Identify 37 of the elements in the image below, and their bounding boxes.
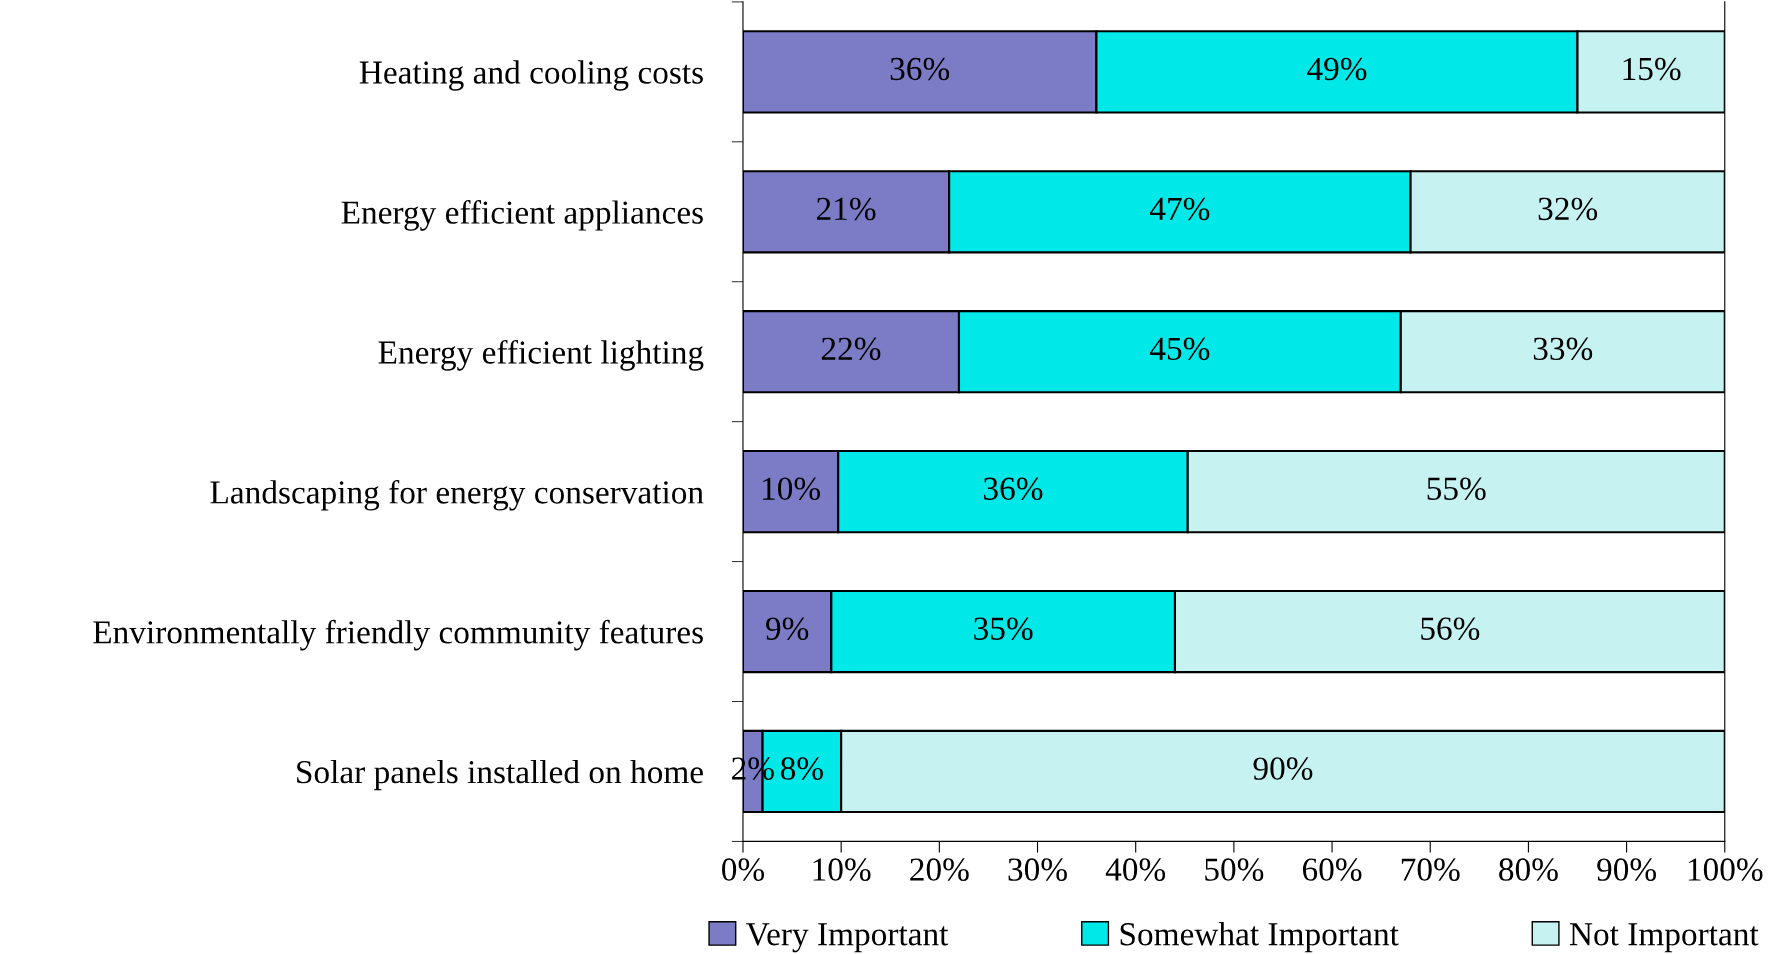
x-tick-label: 20% bbox=[910, 858, 969, 881]
data-label: 15% bbox=[1623, 57, 1681, 81]
data-label: 10% bbox=[762, 477, 821, 501]
y-tick-label: Energy efficient appliances bbox=[341, 200, 703, 231]
data-label: 33% bbox=[1533, 337, 1593, 361]
legend-label: Very Important bbox=[746, 923, 949, 953]
data-label: 8% bbox=[780, 757, 823, 780]
x-tick-label: 60% bbox=[1302, 858, 1362, 881]
y-tick-label: Solar panels installed on home bbox=[297, 759, 703, 791]
x-tick-label: 0% bbox=[722, 858, 765, 881]
x-tick-label: 70% bbox=[1401, 858, 1460, 881]
y-tick-label: Landscaping for energy conservation bbox=[210, 479, 704, 511]
legend-label: Somewhat Important bbox=[1120, 922, 1399, 953]
x-tick-label: 50% bbox=[1205, 858, 1264, 881]
data-label: 9% bbox=[766, 617, 809, 640]
x-tick-label: 30% bbox=[1008, 858, 1067, 881]
x-tick-label: 10% bbox=[813, 858, 871, 881]
x-tick-label: 80% bbox=[1499, 858, 1558, 881]
data-label: 35% bbox=[974, 617, 1033, 640]
data-label: 49% bbox=[1307, 57, 1367, 81]
y-tick-label: Energy efficient lighting bbox=[378, 339, 704, 371]
data-label: 55% bbox=[1427, 477, 1486, 501]
data-label: 36% bbox=[984, 477, 1043, 501]
data-label: 45% bbox=[1149, 337, 1210, 361]
y-tick-label: Heating and cooling costs bbox=[359, 60, 703, 91]
data-label: 32% bbox=[1538, 197, 1598, 221]
data-label: 21% bbox=[816, 197, 876, 221]
x-tick-label: 40% bbox=[1105, 858, 1166, 881]
legend-label: Not Important bbox=[1569, 923, 1759, 953]
x-tick-label: 90% bbox=[1597, 858, 1657, 881]
data-label: 22% bbox=[821, 337, 881, 361]
y-tick-label: Environmentally friendly community features bbox=[93, 619, 703, 651]
data-label: 90% bbox=[1253, 757, 1313, 780]
data-label: 56% bbox=[1421, 617, 1480, 640]
data-label: 47% bbox=[1149, 197, 1210, 221]
x-tick-label: 100% bbox=[1688, 858, 1763, 881]
data-label: 36% bbox=[890, 57, 950, 81]
